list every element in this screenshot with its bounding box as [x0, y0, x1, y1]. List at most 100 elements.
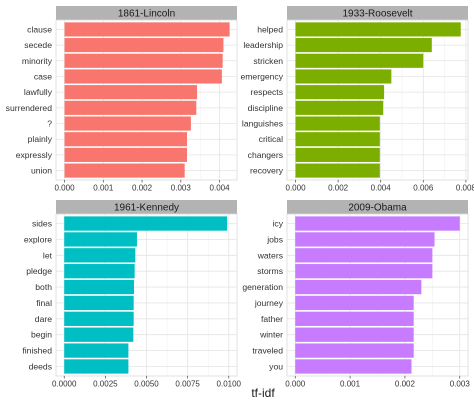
bar: [64, 216, 228, 231]
category-label: finished: [22, 346, 52, 356]
bar: [64, 232, 137, 247]
bar: [64, 248, 136, 263]
bar: [64, 116, 191, 131]
bar: [64, 295, 134, 311]
x-tick-label: 0.008: [456, 184, 474, 193]
category-label: secede: [24, 40, 52, 50]
bar: [295, 232, 435, 247]
category-label: surrendered: [6, 103, 53, 113]
x-tick-label: 0.001: [340, 380, 361, 389]
category-label: father: [261, 314, 283, 324]
bar: [295, 147, 380, 162]
x-tick-label: 0.0025: [93, 380, 118, 389]
category-label: let: [43, 250, 53, 260]
bar: [295, 116, 380, 131]
category-label: explore: [24, 234, 52, 244]
x-tick-label: 0.002: [395, 380, 416, 389]
bar: [64, 327, 134, 342]
category-label: plainly: [28, 134, 53, 144]
bar: [295, 163, 380, 178]
category-label: leadership: [243, 40, 283, 50]
category-label: storms: [257, 266, 283, 276]
category-label: you: [269, 361, 283, 371]
bar: [64, 311, 134, 326]
x-tick-label: 0.0100: [217, 380, 242, 389]
category-label: final: [36, 298, 52, 308]
category-label: changers: [248, 150, 283, 160]
category-label: dare: [35, 314, 52, 324]
category-label: waters: [257, 250, 283, 260]
x-tick-label: 0.004: [371, 184, 392, 193]
x-tick-label: 0.002: [132, 184, 153, 193]
bar: [64, 343, 129, 358]
category-label: both: [35, 282, 52, 292]
facet-panel: 1961-Kennedy sides explore let pledge both fin…: [22, 200, 242, 389]
bar: [295, 22, 461, 37]
facet-strip: [287, 200, 468, 214]
category-label: critical: [259, 134, 283, 144]
bar: [295, 327, 414, 342]
category-label: expressly: [16, 150, 53, 160]
facet-panel: 2009-Obama icy jobs waters storms generation j…: [242, 200, 470, 389]
bar: [64, 85, 198, 100]
bar: [295, 38, 432, 53]
category-label: stricken: [253, 56, 283, 66]
facet-strip: [56, 200, 237, 214]
category-label: winter: [259, 330, 283, 340]
facet-title: 2009-Obama: [348, 203, 407, 214]
x-tick-label: 0.000: [285, 380, 306, 389]
category-label: traveled: [252, 346, 283, 356]
category-label: clause: [27, 24, 52, 34]
bar: [64, 359, 129, 374]
bar: [64, 53, 223, 68]
bar: [64, 38, 224, 53]
x-tick-label: 0.0000: [52, 380, 77, 389]
bar: [64, 279, 134, 295]
bar: [295, 311, 414, 326]
category-label: helped: [257, 24, 283, 34]
bar: [295, 69, 392, 84]
bar: [295, 279, 422, 295]
category-label: respects: [251, 87, 283, 97]
x-tick-label: 0.003: [450, 380, 471, 389]
bar: [64, 22, 230, 37]
category-label: jobs: [266, 234, 283, 244]
category-label: languishes: [242, 119, 283, 129]
x-axis-title: tf-idf: [251, 386, 275, 400]
x-tick-label: 0.0075: [175, 380, 200, 389]
x-tick-label: 0.006: [413, 184, 434, 193]
bar: [64, 264, 135, 279]
facet-title: 1961-Kennedy: [114, 203, 179, 214]
bar: [64, 100, 197, 115]
category-label: emergency: [240, 71, 283, 81]
bar: [64, 147, 188, 162]
x-tick-label: 0.002: [328, 184, 349, 193]
bar: [295, 343, 414, 358]
bar: [64, 69, 222, 84]
category-label: discipline: [248, 103, 284, 113]
x-tick-label: 0.0050: [134, 380, 159, 389]
x-tick-label: 0.003: [171, 184, 192, 193]
bar: [295, 85, 385, 100]
bar: [295, 216, 460, 231]
category-label: begin: [31, 330, 52, 340]
category-label: icy: [272, 219, 283, 229]
facet-title: 1933-Roosevelt: [342, 9, 412, 20]
bar: [64, 163, 185, 178]
bar: [295, 359, 412, 374]
x-tick-label: 0.004: [210, 184, 231, 193]
category-label: lawfully: [24, 87, 53, 97]
facet-panel: 1933-Roosevelt helped leadership stricken em…: [240, 6, 474, 193]
facet-strip: [56, 6, 237, 20]
bar: [295, 295, 414, 311]
category-label: sides: [32, 219, 52, 229]
bar: [295, 248, 433, 263]
x-tick-label: 0.000: [286, 184, 307, 193]
category-label: deeds: [29, 361, 52, 371]
category-label: recovery: [250, 166, 284, 176]
facet-panel: 1861-Lincoln clause secede minority case lawf…: [6, 6, 238, 193]
bar: [295, 100, 384, 115]
facet-title: 1861-Lincoln: [118, 9, 175, 20]
facet-strip: [287, 6, 468, 20]
